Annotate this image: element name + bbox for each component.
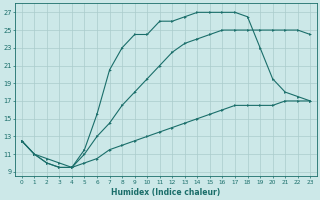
X-axis label: Humidex (Indice chaleur): Humidex (Indice chaleur) xyxy=(111,188,220,197)
